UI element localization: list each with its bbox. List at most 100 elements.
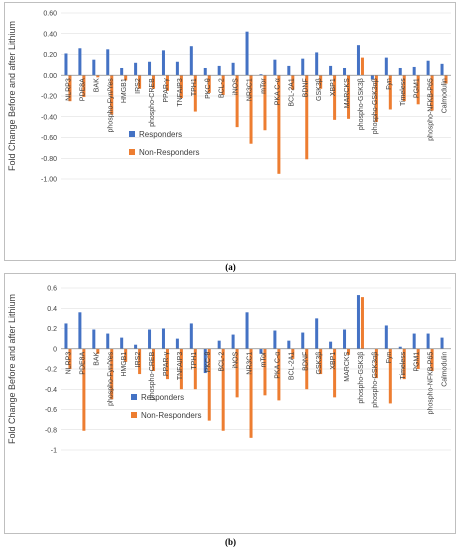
y-tick-label: -0.80 — [41, 156, 57, 163]
y-tick-label: -0.4 — [45, 387, 57, 394]
responders-bar — [231, 62, 235, 76]
responders-bar — [329, 341, 333, 349]
non-responders-bar — [221, 75, 225, 95]
non-responders-bar — [138, 348, 142, 375]
y-tick-label: -0.40 — [41, 114, 57, 121]
non-responders-bar — [333, 348, 337, 398]
category-label: GSK3β — [316, 78, 323, 101]
category-label: BCL-2 — [219, 78, 226, 98]
responders-bar — [148, 61, 152, 76]
non-responders-bar — [402, 75, 406, 102]
responders-bar — [273, 59, 277, 76]
legend-swatch-responders — [129, 131, 135, 137]
non-responders-bar — [402, 348, 406, 380]
non-responders-bar — [96, 75, 100, 78]
non-responders-bar — [388, 75, 392, 110]
category-label: BCL-2A1 — [288, 352, 295, 381]
category-label: Calmodulin — [442, 352, 449, 387]
category-label: phospho-NFKB-P65 — [428, 78, 435, 141]
category-label: phospho-GSK3β — [358, 78, 365, 130]
category-label: BDNF — [302, 352, 309, 371]
category-label: BAK — [93, 351, 100, 365]
category-label: Timeless — [400, 351, 407, 379]
category-label: phospho-Fyn/Yes — [107, 351, 114, 406]
responders-bar — [412, 333, 416, 349]
non-responders-bar — [291, 75, 295, 90]
responders-bar — [106, 333, 110, 349]
responders-bar — [315, 318, 319, 349]
category-label: NLRP3 — [65, 352, 72, 375]
non-responders-bar — [110, 75, 114, 115]
responders-bar — [301, 58, 305, 76]
responders-bar — [245, 312, 249, 349]
non-responders-bar — [152, 75, 156, 89]
category-label: PDE8A — [79, 351, 86, 374]
category-label: phospho-NFKB-P65 — [428, 352, 435, 415]
y-tick-label: -0.20 — [41, 94, 57, 101]
category-label: PPAR-γ — [163, 351, 170, 376]
responders-bar — [120, 67, 124, 76]
non-responders-bar — [347, 75, 351, 119]
responders-bar — [384, 57, 388, 76]
non-responders-bar — [165, 348, 169, 380]
category-label: BCL-2 — [219, 352, 226, 372]
non-responders-bar — [193, 75, 197, 112]
category-label: PDE8A — [79, 78, 86, 101]
category-label: phospho-CREB — [149, 351, 156, 400]
y-tick-label: 0.6 — [47, 286, 57, 293]
responders-bar — [203, 67, 207, 76]
category-label: iNOS — [233, 78, 240, 95]
non-responders-bar — [430, 348, 434, 372]
responders-bar — [189, 323, 193, 349]
non-responders-bar — [138, 75, 142, 89]
chart-a-svg: 0.60 0.40 0.20 0.00 -0.20 -0.40 -0.60 -0.80 -1.0… — [7, 11, 451, 184]
chart-b-svg: 0.6 0.4 0.2 0 -0.2 -0.4 -0.6 -0.8 -1 Fold Change … — [7, 286, 451, 455]
non-responders-bar — [374, 75, 378, 122]
panel-label-b: (b) — [225, 537, 236, 547]
responders-bar — [343, 329, 347, 349]
responders-bar — [440, 63, 444, 76]
responders-bar — [92, 329, 96, 349]
responders-bar — [315, 52, 319, 76]
category-label: iNOS — [233, 351, 240, 368]
responders-bar — [175, 338, 179, 349]
non-responders-bar — [193, 348, 197, 390]
category-label: MARCKS — [344, 351, 351, 381]
responders-bar — [287, 340, 291, 349]
responders-bar — [78, 312, 82, 349]
responders-bar — [64, 53, 68, 76]
legend-swatch-responders — [131, 394, 137, 400]
responders-bar — [189, 46, 193, 76]
non-responders-bar — [124, 348, 128, 362]
legend-label-non-responders: Non-Responders — [139, 148, 199, 157]
category-label: HMGB1 — [121, 352, 128, 377]
non-responders-bar — [263, 348, 267, 396]
non-responders-bar — [152, 348, 156, 372]
responders-bar — [426, 333, 430, 349]
responders-bar — [106, 49, 110, 76]
y-tick-label: 0.2 — [47, 326, 57, 333]
category-label: MARCKS — [344, 78, 351, 108]
responders-bar — [120, 337, 124, 349]
responders-bar — [92, 59, 96, 76]
category-label: XBP1 — [330, 352, 337, 370]
responders-bar — [301, 332, 305, 349]
category-label: BAK — [93, 78, 100, 92]
responders-bar — [217, 65, 221, 76]
category-label: IRS2 — [135, 352, 142, 368]
y-tick-label: -0.2 — [45, 367, 57, 374]
non-responders-bar — [82, 348, 86, 431]
non-responders-bar — [207, 348, 211, 421]
responders-bar — [78, 48, 82, 76]
non-responders-bar — [388, 348, 392, 404]
category-label: mTor — [260, 351, 267, 367]
non-responders-bar — [235, 75, 239, 128]
responders-bar — [64, 323, 68, 349]
non-responders-bar — [221, 348, 225, 431]
y-tick-label: 0.4 — [47, 306, 57, 313]
y-tick-label: 0.60 — [43, 11, 57, 18]
category-label: Calmodulin — [442, 78, 449, 113]
non-responders-bar — [179, 75, 183, 99]
chart-panel-a: 0.60 0.40 0.20 0.00 -0.20 -0.40 -0.60 -0.80 -1.0… — [4, 2, 456, 261]
y-tick-label: -1.00 — [41, 177, 57, 184]
